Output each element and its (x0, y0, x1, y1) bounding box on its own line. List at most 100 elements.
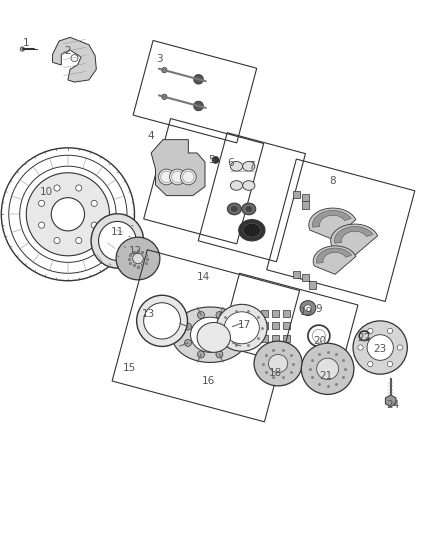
Circle shape (397, 345, 403, 350)
Circle shape (367, 361, 373, 367)
Ellipse shape (230, 161, 243, 171)
Circle shape (229, 323, 236, 330)
Circle shape (91, 222, 97, 228)
Ellipse shape (198, 324, 223, 345)
Polygon shape (385, 395, 396, 407)
Text: 7: 7 (247, 161, 254, 171)
Circle shape (212, 156, 219, 164)
Circle shape (170, 169, 185, 185)
Text: 8: 8 (329, 176, 336, 186)
Bar (272, 322, 279, 329)
Ellipse shape (243, 223, 261, 237)
Bar (283, 322, 290, 329)
Bar (261, 322, 268, 329)
Ellipse shape (353, 321, 407, 374)
Circle shape (183, 171, 194, 183)
Ellipse shape (26, 173, 110, 256)
Ellipse shape (194, 75, 203, 84)
Ellipse shape (216, 304, 267, 351)
Bar (302, 194, 309, 201)
Circle shape (39, 200, 45, 206)
Bar (250, 310, 257, 317)
Bar (261, 335, 268, 342)
Text: 20: 20 (313, 336, 326, 346)
Ellipse shape (243, 161, 255, 171)
Text: 10: 10 (39, 187, 53, 197)
Polygon shape (317, 248, 352, 263)
Bar (250, 322, 257, 329)
Ellipse shape (162, 68, 167, 73)
Ellipse shape (254, 341, 302, 386)
Circle shape (71, 54, 78, 62)
Text: 12: 12 (129, 246, 142, 255)
Ellipse shape (245, 205, 253, 212)
Circle shape (133, 253, 143, 264)
Ellipse shape (144, 303, 180, 339)
Ellipse shape (317, 358, 339, 379)
Text: 14: 14 (197, 272, 210, 282)
Bar (293, 191, 300, 198)
Ellipse shape (137, 295, 187, 346)
Circle shape (180, 169, 196, 185)
Ellipse shape (239, 220, 265, 241)
Circle shape (91, 200, 97, 206)
Text: 19: 19 (300, 307, 313, 317)
Circle shape (172, 171, 183, 183)
Bar (302, 201, 309, 209)
Ellipse shape (162, 94, 167, 100)
Ellipse shape (116, 237, 160, 280)
Ellipse shape (227, 203, 241, 215)
Ellipse shape (99, 221, 136, 261)
Circle shape (159, 169, 174, 185)
Polygon shape (151, 140, 205, 196)
Polygon shape (172, 307, 249, 362)
Circle shape (198, 351, 205, 358)
Polygon shape (309, 208, 356, 239)
Circle shape (387, 328, 392, 334)
Text: 13: 13 (142, 310, 155, 319)
Text: 18: 18 (268, 368, 282, 378)
Bar (272, 335, 279, 342)
Ellipse shape (224, 312, 259, 344)
Text: 15: 15 (123, 363, 136, 373)
Polygon shape (53, 37, 96, 82)
Ellipse shape (9, 155, 127, 273)
Circle shape (184, 323, 191, 330)
Circle shape (216, 351, 223, 358)
Text: 23: 23 (374, 344, 387, 354)
Ellipse shape (268, 354, 288, 373)
Ellipse shape (230, 205, 238, 212)
Ellipse shape (197, 322, 230, 352)
Polygon shape (313, 246, 356, 274)
Text: 11: 11 (111, 227, 124, 237)
Text: 24: 24 (386, 400, 399, 410)
Bar (293, 271, 300, 278)
Circle shape (54, 237, 60, 244)
Circle shape (184, 340, 191, 346)
Ellipse shape (367, 335, 393, 360)
Bar (309, 281, 316, 289)
Bar (283, 335, 290, 342)
Text: 6: 6 (227, 158, 234, 167)
Text: 9: 9 (315, 304, 322, 314)
Ellipse shape (301, 343, 354, 394)
Ellipse shape (194, 101, 203, 111)
Circle shape (76, 237, 82, 244)
Ellipse shape (242, 203, 256, 215)
Ellipse shape (91, 214, 144, 268)
Polygon shape (334, 227, 373, 243)
Bar (283, 310, 290, 317)
Polygon shape (331, 224, 378, 255)
Polygon shape (312, 211, 351, 227)
Circle shape (161, 171, 172, 183)
Ellipse shape (191, 317, 230, 352)
Circle shape (229, 340, 236, 346)
Ellipse shape (20, 166, 116, 262)
Ellipse shape (243, 181, 255, 190)
Circle shape (367, 328, 373, 334)
Bar (302, 274, 309, 281)
Text: 16: 16 (201, 376, 215, 386)
Bar (261, 310, 268, 317)
Circle shape (54, 185, 60, 191)
Ellipse shape (1, 148, 134, 281)
